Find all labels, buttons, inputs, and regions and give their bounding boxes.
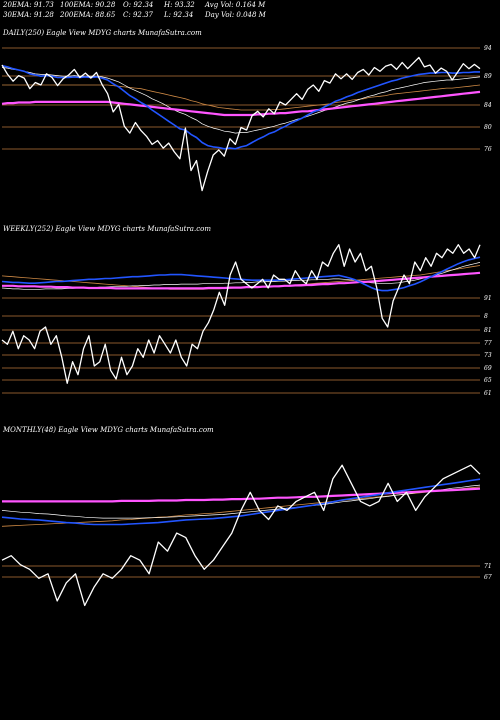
weekly-tick-label: 91 (484, 295, 492, 302)
header-ema200: 200EMA: 88.65 (60, 11, 116, 19)
monthly-ema200-line (2, 487, 481, 503)
weekly-tick-label: 65 (484, 377, 492, 384)
weekly-tick-label: 77 (484, 340, 492, 347)
header-low: L: 92.34 (164, 11, 194, 19)
weekly-chart-title: WEEKLY(252) Eagle View MDYG charts Munaf… (3, 225, 211, 233)
monthly-tick-label: 71 (484, 563, 492, 570)
header-ema20: 20EMA: 91.73 (3, 1, 54, 9)
weekly-ema20-line (1, 256, 481, 292)
daily-tick-label: 94 (484, 45, 492, 52)
daily-tick-label: 80 (484, 124, 492, 131)
header-avg-vol: Avg Vol: 0.164 M (205, 1, 266, 9)
daily-ema100-line (2, 84, 481, 111)
weekly-tick-label: 81 (484, 327, 492, 334)
header-high: H: 93.32 (164, 1, 195, 9)
daily-tick-label: 89 (484, 73, 492, 80)
weekly-tick-label: 61 (484, 390, 492, 397)
weekly-tick-label: 8 (484, 313, 488, 320)
header-ema100: 100EMA: 90.28 (60, 1, 116, 9)
header-close: C: 92.37 (123, 11, 153, 19)
weekly-tick-label: 73 (484, 352, 492, 359)
header-day-vol: Day Vol: 0.048 M (205, 11, 266, 19)
daily-price-line (1, 56, 481, 192)
weekly-chart: 91 8 81 77 73 69 65 61 (1, 244, 492, 397)
monthly-chart-title: MONTHLY(48) Eagle View MDYG charts Munaf… (3, 426, 214, 434)
daily-tick-label: 76 (484, 146, 492, 153)
weekly-tick-label: 69 (484, 365, 492, 372)
monthly-price-line (1, 464, 481, 607)
daily-tick-label: 84 (484, 102, 492, 109)
weekly-ema200-line (2, 271, 481, 290)
daily-chart-title: DAILY(250) Eagle View MDYG charts Munafa… (3, 29, 202, 37)
header-open: O: 92.34 (123, 1, 154, 9)
monthly-chart: 71 67 (1, 464, 492, 607)
monthly-ema30-line (1, 484, 481, 519)
monthly-ema20-line (1, 478, 481, 526)
monthly-tick-label: 67 (484, 574, 492, 581)
daily-chart: 94 89 84 80 76 (1, 45, 492, 192)
weekly-price-line (1, 244, 481, 384)
daily-ema200-line (1, 90, 481, 117)
daily-ema20-line (1, 64, 480, 150)
header-ema30: 30EMA: 91.28 (3, 11, 54, 19)
